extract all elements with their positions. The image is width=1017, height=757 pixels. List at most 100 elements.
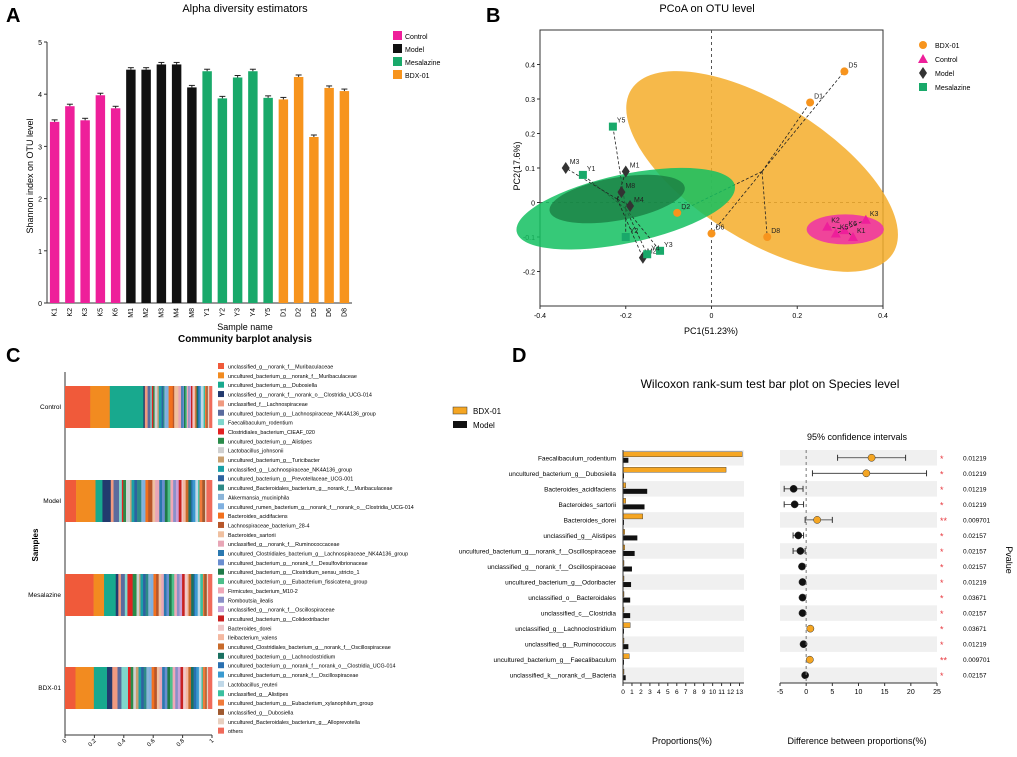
legend-c-swatch	[218, 447, 224, 454]
bar-D2	[293, 76, 304, 303]
legend-c-label: unclassified_g__norank_f__Muribaculaceae	[228, 365, 333, 371]
legend-c-label: uncultured_bacterium_g__norank_f__Desulf…	[228, 561, 368, 567]
segment-Mesalazine-6	[124, 574, 128, 616]
segment-Mesalazine-8	[132, 574, 137, 616]
segment-Control-11	[158, 386, 162, 428]
pvalue-text: 0.009701	[963, 517, 990, 524]
category-label-c: Mesalazine	[28, 592, 61, 599]
legend-a-swatch	[393, 44, 402, 53]
segment-Mesalazine-1	[93, 574, 105, 616]
legend-a-swatch	[393, 57, 402, 66]
diff-point-13	[805, 655, 814, 664]
category-label-c: BDX-01	[38, 685, 61, 692]
legend-c-swatch	[218, 634, 224, 641]
segment-Control-18	[174, 386, 179, 428]
tick-label-d-ci-x: -5	[777, 689, 783, 696]
segment-Model-0	[65, 480, 77, 522]
legend-c-swatch	[218, 587, 224, 594]
bar-model-2	[623, 488, 648, 494]
tick-label-a-x: Y3	[235, 308, 242, 317]
segment-BDX-01-15	[149, 667, 152, 709]
segment-Mesalazine-22	[169, 574, 172, 616]
segment-Control-23	[185, 386, 188, 428]
point-label-Y3: Y3	[664, 242, 673, 249]
segment-Mesalazine-7	[127, 574, 133, 616]
segment-Model-18	[152, 480, 156, 522]
bar-model-7	[623, 566, 632, 572]
segment-Model-25	[173, 480, 177, 522]
segment-Model-10	[130, 480, 132, 522]
legend-c-label: Bacteroides_acidifaciens	[228, 514, 288, 520]
diff-point-8	[798, 578, 807, 586]
tick-label-b-x: -0.2	[620, 313, 632, 320]
tick-label-a-y: 5	[38, 40, 42, 47]
point-label-M8: M8	[625, 183, 635, 190]
point-label-M4: M4	[634, 197, 644, 204]
legend-c-label: uncultured_bacterium_g__Lachnoclostridiu…	[228, 654, 336, 660]
legend-b-marker	[919, 67, 927, 79]
legend-c-label: uncultured_bacterium_g__Prevotellaceae_U…	[228, 477, 353, 483]
significance-star: *	[940, 531, 944, 541]
segment-Control-2	[109, 386, 144, 428]
tick-label-d-ci-x: 25	[933, 689, 941, 696]
segment-Mesalazine-38	[206, 574, 209, 616]
tick-label-c-x: 0.8	[176, 738, 187, 749]
point-D1	[806, 98, 815, 107]
bar-bdx-0	[622, 451, 743, 457]
tick-label-b-y: 0	[531, 201, 535, 208]
species-label-d: unclassified_c__Clostridia	[541, 611, 617, 618]
segment-BDX-01-29	[185, 667, 189, 709]
legend-c-swatch	[218, 699, 224, 706]
segment-Control-5	[147, 386, 151, 428]
diff-point-4	[813, 516, 822, 524]
tick-label-d-x: 2	[639, 689, 643, 696]
legend-c-swatch	[218, 363, 224, 369]
segment-BDX-01-24	[172, 667, 176, 709]
legend-c-label: unclassified_g__Alistipes	[228, 692, 289, 698]
species-label-d: uncultured_bacterium_g__Faecalibaculum	[494, 657, 617, 664]
point-label-D8: D8	[771, 228, 780, 235]
tick-label-b-x: 0.2	[792, 313, 802, 320]
segment-BDX-01-25	[175, 667, 179, 709]
legend-c-swatch	[218, 531, 224, 538]
row-stripe-ci	[780, 667, 937, 683]
segment-Mesalazine-31	[191, 574, 195, 616]
legend-c-swatch	[218, 400, 224, 407]
legend-c-label: others	[228, 729, 243, 735]
tick-label-d-x: 13	[736, 689, 744, 696]
tick-label-b-x: 0	[710, 313, 714, 320]
tick-label-d-x: 8	[693, 689, 697, 696]
point-D5	[840, 67, 849, 76]
legend-c-label: Bacteroides_sartorii	[228, 533, 276, 539]
legend-c-label: Romboutsia_ilealis	[228, 598, 274, 604]
segment-Control-22	[184, 386, 186, 428]
segment-Control-13	[163, 386, 165, 428]
tick-label-d-x: 7	[684, 689, 688, 696]
legend-c-swatch	[218, 652, 224, 659]
significance-star: *	[940, 500, 944, 510]
segment-BDX-01-32	[193, 667, 197, 709]
legend-c-label: uncultured_bacterium_g__norank_f__Oscill…	[228, 673, 358, 679]
bar-Y5	[263, 97, 273, 303]
significance-star: *	[940, 609, 944, 619]
pvalue-text: 0.03671	[963, 595, 987, 602]
segment-Model-21	[162, 480, 166, 522]
bar-bdx-4	[622, 513, 643, 520]
legend-b-label: Mesalazine	[935, 85, 971, 92]
point-label-M1: M1	[630, 162, 640, 169]
legend-c-label: uncultured_bacterium_g__norank_f__Muriba…	[228, 374, 357, 380]
bar-bdx-11	[622, 622, 631, 628]
bar-model-6	[623, 550, 635, 556]
row-stripe	[623, 574, 744, 590]
diff-point-6	[796, 547, 805, 555]
tick-label-b-x: -0.4	[534, 313, 546, 320]
bar-D5	[309, 137, 319, 303]
point-M2	[638, 251, 647, 264]
segment-Mesalazine-19	[161, 574, 165, 616]
spider-line-Y4	[625, 208, 648, 255]
segment-Control-16	[168, 386, 174, 428]
segment-Mesalazine-29	[187, 574, 189, 616]
bar-M2	[141, 69, 151, 303]
segment-Model-2	[95, 480, 103, 522]
legend-d-label: Model	[473, 421, 495, 430]
